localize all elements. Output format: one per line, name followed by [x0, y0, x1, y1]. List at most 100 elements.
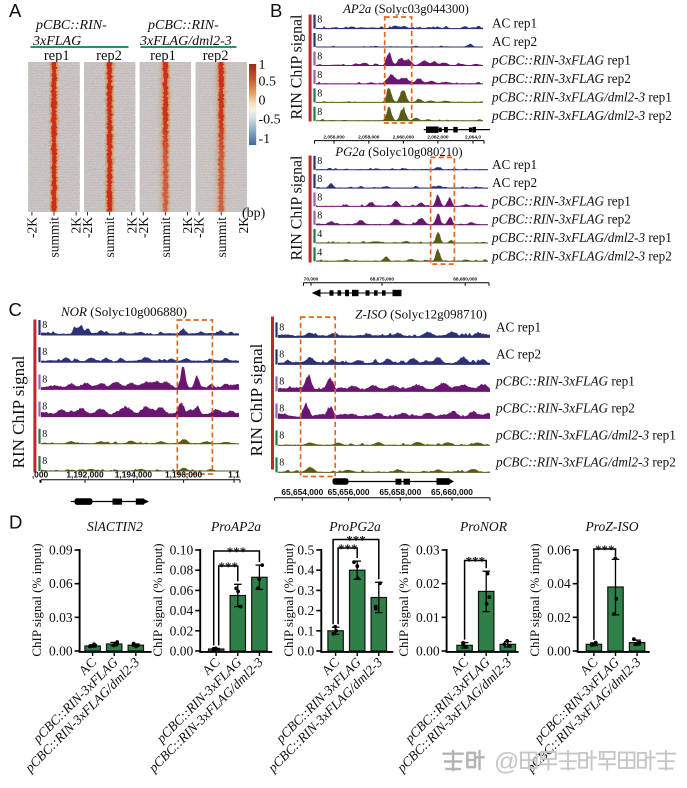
svg-text:0.1: 0.1: [297, 623, 314, 638]
svg-text:68,680,000: 68,680,000: [453, 277, 477, 283]
svg-text:2K: 2K: [180, 217, 195, 234]
svg-text:2,064,0: 2,064,0: [465, 135, 481, 141]
svg-text:8: 8: [279, 322, 284, 333]
svg-text:AP2a (Solyc03g044300): AP2a (Solyc03g044300): [342, 2, 469, 16]
svg-text:2,060,000: 2,060,000: [393, 135, 415, 141]
svg-text:AC rep2: AC rep2: [496, 347, 541, 362]
svg-text:ProNOR: ProNOR: [459, 519, 508, 534]
svg-text:8: 8: [317, 192, 322, 203]
svg-text:0.06: 0.06: [170, 583, 194, 598]
svg-text:@: @: [494, 748, 519, 776]
svg-text:pCBC::RIN-: pCBC::RIN-: [35, 18, 107, 33]
svg-text:rep2: rep2: [203, 48, 229, 64]
svg-text:8: 8: [42, 402, 47, 413]
svg-text:1,196,000: 1,196,000: [165, 470, 203, 480]
svg-text:0.06: 0.06: [49, 576, 73, 591]
svg-text:ProPG2a: ProPG2a: [328, 519, 381, 534]
svg-text:0.03: 0.03: [416, 543, 440, 558]
svg-text:1,192,000: 1,192,000: [66, 470, 104, 480]
svg-text:C: C: [9, 299, 22, 320]
svg-text:RIN ChIP signal: RIN ChIP signal: [289, 155, 306, 260]
svg-text:0.00: 0.00: [416, 644, 440, 659]
svg-text:RIN ChIP signal: RIN ChIP signal: [289, 14, 306, 119]
svg-text:ChIP signal (% input): ChIP signal (% input): [29, 543, 44, 656]
svg-text:8: 8: [317, 107, 322, 118]
svg-text:3xFLAG: 3xFLAG: [32, 34, 81, 49]
svg-text:0.02: 0.02: [416, 576, 440, 591]
svg-text:summit: summit: [47, 217, 62, 258]
svg-text:ChIP signal (% input): ChIP signal (% input): [150, 543, 165, 656]
svg-text:2,058,000: 2,058,000: [358, 135, 380, 141]
svg-text:rep1: rep1: [150, 48, 176, 64]
svg-text:0.00: 0.00: [170, 644, 194, 659]
svg-text:2K: 2K: [236, 217, 251, 234]
svg-text:pCBC::RIN-3xFLAG rep2: pCBC::RIN-3xFLAG rep2: [491, 212, 631, 227]
svg-text:2K: 2K: [69, 217, 84, 234]
svg-text:0.08: 0.08: [170, 563, 194, 578]
svg-text:pCBC::RIN-3xFLAG rep1: pCBC::RIN-3xFLAG rep1: [491, 52, 631, 67]
svg-text:0: 0: [259, 94, 266, 109]
svg-text:B: B: [270, 0, 282, 21]
svg-text:2,062,000: 2,062,000: [427, 135, 449, 141]
svg-text:4: 4: [317, 247, 322, 258]
svg-text:65,658,000: 65,658,000: [379, 487, 421, 497]
svg-text:8: 8: [317, 88, 322, 99]
svg-text:RIN ChIP signal: RIN ChIP signal: [247, 343, 266, 456]
svg-text:8: 8: [42, 347, 47, 358]
svg-text:***: ***: [595, 542, 615, 557]
svg-text:D: D: [9, 512, 22, 533]
svg-text:RIN ChIP signal: RIN ChIP signal: [9, 355, 28, 468]
svg-text:68,675,000: 68,675,000: [370, 277, 394, 283]
svg-text:***: ***: [466, 554, 486, 569]
svg-text:8: 8: [279, 457, 284, 468]
svg-text:2,056,000: 2,056,000: [323, 135, 345, 141]
svg-text:pCBC::RIN-3xFLAG/dml2-3 rep1: pCBC::RIN-3xFLAG/dml2-3 rep1: [495, 428, 676, 443]
svg-text:pCBC::RIN-3xFLAG rep2: pCBC::RIN-3xFLAG rep2: [491, 71, 631, 86]
svg-text:-0.5: -0.5: [259, 113, 281, 128]
svg-text:***: ***: [346, 533, 366, 548]
svg-text:0.04: 0.04: [170, 603, 194, 618]
svg-text:AC rep2: AC rep2: [492, 175, 537, 190]
svg-text:pCBC::RIN-3xFLAG/dml2-3 rep1: pCBC::RIN-3xFLAG/dml2-3 rep1: [491, 230, 672, 245]
svg-text:70,000: 70,000: [304, 277, 319, 283]
svg-text:-1: -1: [259, 132, 271, 147]
svg-text:0.00: 0.00: [49, 644, 73, 659]
svg-text:0.03: 0.03: [49, 610, 73, 625]
svg-text:8: 8: [279, 403, 284, 414]
svg-text:0.10: 0.10: [170, 543, 194, 558]
svg-text:***: ***: [338, 541, 358, 556]
svg-text:8: 8: [42, 429, 47, 440]
svg-text:ChIP signal (% input): ChIP signal (% input): [396, 543, 411, 656]
svg-text:***: ***: [218, 559, 238, 574]
svg-text:0.00: 0.00: [547, 644, 571, 659]
svg-text:***: ***: [227, 544, 247, 559]
svg-text:pCBC::RIN-: pCBC::RIN-: [147, 18, 219, 33]
svg-text:-2K: -2K: [136, 217, 151, 238]
svg-text:0.2: 0.2: [297, 603, 314, 618]
svg-text:8: 8: [317, 174, 322, 185]
svg-text:1,194,000: 1,194,000: [115, 470, 153, 480]
svg-text:2K: 2K: [124, 217, 139, 234]
svg-text:65,660,000: 65,660,000: [431, 487, 473, 497]
svg-text:pCBC::RIN-3xFLAG/dml2-3 rep2: pCBC::RIN-3xFLAG/dml2-3 rep2: [495, 455, 676, 470]
svg-text:8: 8: [317, 156, 322, 167]
svg-text:0.5: 0.5: [297, 543, 314, 558]
svg-text:8: 8: [279, 349, 284, 360]
svg-text:8: 8: [317, 15, 322, 26]
svg-text:8: 8: [317, 52, 322, 63]
svg-text:,000: ,000: [32, 470, 49, 480]
svg-text:8: 8: [279, 430, 284, 441]
svg-text:-2K: -2K: [25, 217, 40, 238]
svg-text:AC rep1: AC rep1: [496, 320, 541, 335]
svg-text:pCBC::RIN-3xFLAG/dml2-3 rep2: pCBC::RIN-3xFLAG/dml2-3 rep2: [491, 108, 672, 123]
svg-text:summit: summit: [214, 217, 229, 258]
svg-text:pCBC::RIN-3xFLAG/dml2-3 rep1: pCBC::RIN-3xFLAG/dml2-3 rep1: [491, 89, 672, 104]
svg-text:AC rep1: AC rep1: [492, 16, 537, 31]
svg-text:8: 8: [317, 70, 322, 81]
svg-text:0.3: 0.3: [297, 583, 314, 598]
svg-text:0.04: 0.04: [547, 576, 571, 591]
svg-text:pCBC::RIN-3xFLAG rep1: pCBC::RIN-3xFLAG rep1: [491, 193, 631, 208]
svg-text:-2K: -2K: [80, 217, 95, 238]
svg-text:ProAP2a: ProAP2a: [210, 519, 261, 534]
svg-text:AC rep1: AC rep1: [492, 157, 537, 172]
